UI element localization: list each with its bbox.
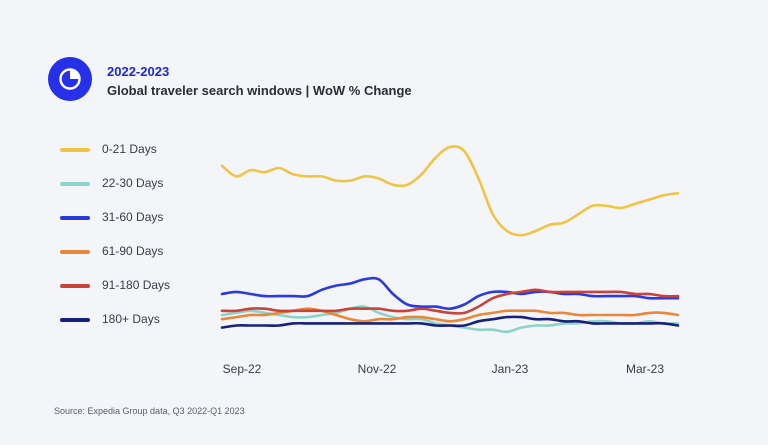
legend-label: 31-60 Days [102, 210, 164, 224]
legend-swatch [60, 216, 90, 220]
series-line [220, 145, 680, 237]
series-line [220, 288, 680, 315]
chart-subtitle: Global traveler search windows | WoW % C… [107, 83, 412, 98]
legend-item: 0-21 Days [60, 140, 220, 160]
legend-item: 31-60 Days [60, 208, 220, 228]
chart-title: 2022-2023 [107, 64, 170, 79]
source-note: Source: Expedia Group data, Q3 2022-Q1 2… [54, 406, 245, 416]
legend-label: 61-90 Days [102, 244, 164, 258]
legend-item: 22-30 Days [60, 174, 220, 194]
legend-label: 180+ Days [102, 312, 160, 326]
legend-label: 91-180 Days [102, 278, 171, 292]
x-tick-label: Mar-23 [626, 362, 664, 376]
x-tick-label: Nov-22 [358, 362, 397, 376]
legend-item: 91-180 Days [60, 276, 220, 296]
series-line [220, 276, 680, 311]
x-tick-label: Jan-23 [492, 362, 529, 376]
legend-swatch [60, 250, 90, 254]
pie-chart-icon [59, 68, 81, 90]
legend-swatch [60, 182, 90, 186]
legend-swatch [60, 318, 90, 322]
legend-item: 180+ Days [60, 310, 220, 330]
series-line [220, 315, 680, 329]
legend-label: 22-30 Days [102, 176, 164, 190]
legend-swatch [60, 284, 90, 288]
legend-swatch [60, 148, 90, 152]
legend-item: 61-90 Days [60, 242, 220, 262]
report-logo [48, 57, 92, 101]
legend-label: 0-21 Days [102, 142, 157, 156]
x-tick-label: Sep-22 [223, 362, 262, 376]
